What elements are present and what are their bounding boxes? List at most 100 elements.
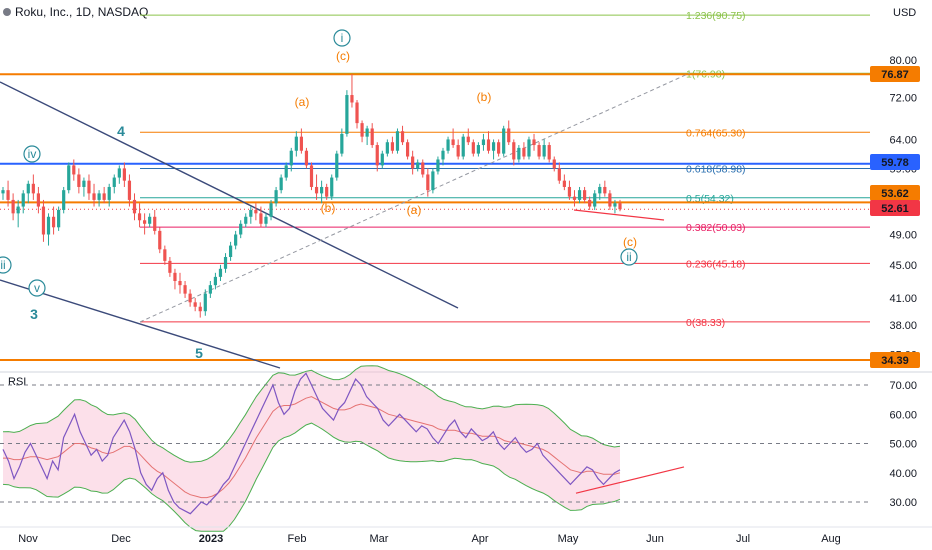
candle-body: [178, 280, 182, 286]
candle-body: [380, 153, 384, 166]
candle-body: [117, 168, 121, 178]
candle-body: [335, 153, 339, 178]
candle-body: [582, 190, 587, 200]
wave-label: ii: [0, 258, 5, 272]
candle-body: [264, 216, 268, 224]
rsi-line: [2, 372, 621, 515]
price-tick-label: 72.00: [889, 93, 917, 105]
symbol-status-icon: [3, 8, 11, 16]
fib-level-label: 0.382(50.03): [686, 222, 746, 234]
candle-body: [390, 142, 395, 151]
candle-body: [289, 150, 293, 166]
price-label-text: 53.62: [881, 188, 909, 200]
candle-body: [350, 95, 354, 103]
candle-body: [360, 123, 364, 137]
candle-body: [107, 186, 111, 200]
rsi-tick-label: 50.00: [889, 439, 917, 451]
price-label-box: [870, 154, 920, 170]
rsi-indicator: [0, 365, 870, 532]
candle-body: [588, 199, 592, 207]
candle-body: [67, 165, 71, 191]
fib-level-label: 0.764(65.30): [686, 127, 746, 139]
candle-body: [512, 142, 516, 160]
candle-body: [26, 183, 30, 194]
candle-body: [385, 142, 389, 154]
candle-body: [355, 102, 359, 124]
wave-label: v: [34, 281, 40, 295]
candle-body: [21, 193, 25, 207]
wave-label-circle: [333, 29, 351, 47]
rsi-band-upper: [2, 365, 621, 463]
trend-lines: [0, 72, 870, 369]
candle-body: [365, 128, 369, 137]
time-axis[interactable]: Nov Dec 2023 Feb Mar Apr May Jun Jul Aug: [0, 526, 932, 545]
candle-body: [127, 180, 132, 200]
fib-level-label: 0.236(45.18): [686, 258, 746, 270]
candle-body: [598, 186, 602, 194]
candle-body: [320, 186, 324, 194]
candle-body: [208, 285, 212, 294]
wave-degree-label: 3: [30, 306, 38, 322]
candle-body: [471, 142, 475, 154]
candle-body: [183, 285, 187, 294]
candle-body: [51, 216, 56, 228]
price-label-box: [870, 66, 920, 82]
candle-body: [16, 206, 20, 214]
candle-body: [213, 276, 218, 286]
wave-label: ii: [626, 250, 631, 264]
candle-body: [340, 133, 344, 154]
candle-body: [158, 230, 162, 250]
candle-body: [421, 162, 425, 175]
candle-body: [31, 183, 35, 194]
wave-label: (b): [321, 201, 336, 215]
price-tick-label: 80.00: [889, 55, 917, 67]
candle-body: [137, 213, 142, 221]
candle-body: [274, 190, 278, 204]
candle-body: [163, 249, 167, 261]
candle-body: [228, 245, 233, 257]
candle-body: [426, 174, 430, 191]
channel-trendline: [0, 81, 459, 309]
candle-body: [547, 145, 551, 160]
wave-label: (a): [295, 95, 310, 109]
rsi-divergence-line: [575, 466, 685, 494]
candle-body: [46, 216, 51, 235]
candle-body: [72, 165, 76, 175]
wave-label: (a): [407, 203, 422, 217]
candle-body: [542, 145, 546, 157]
candle-body: [102, 193, 106, 200]
candle-body: [557, 168, 561, 181]
candle-body: [522, 147, 526, 157]
candle-body: [193, 302, 197, 307]
time-tick-label: Aug: [821, 533, 841, 545]
candle-body: [198, 306, 202, 312]
candle-body: [309, 165, 314, 187]
candle-body: [87, 180, 91, 194]
price-label-box: [870, 185, 920, 201]
candle-body: [527, 139, 531, 157]
candle-body: [451, 139, 455, 146]
candle-body: [517, 147, 521, 160]
candle-body: [77, 174, 81, 187]
candle-body: [466, 136, 470, 143]
candle-body: [244, 216, 248, 224]
rsi-tick-label: 40.00: [889, 468, 917, 480]
candle-body: [481, 139, 486, 146]
candle-body: [537, 145, 541, 157]
candle-body: [41, 206, 46, 235]
price-label-box: [870, 200, 920, 216]
rsi-axis[interactable]: 70.00 60.00 50.00 40.00 30.00: [889, 380, 917, 509]
candle-body: [148, 216, 152, 224]
candle-body: [57, 209, 61, 228]
candle-body: [507, 128, 511, 143]
candle-body: [82, 180, 86, 187]
candle-body: [491, 142, 496, 151]
candle-body: [330, 177, 334, 197]
candle-body: [613, 203, 617, 207]
wave-label-circle: [23, 145, 41, 163]
candle-body: [36, 193, 41, 207]
price-label-text: 34.39: [881, 355, 909, 367]
